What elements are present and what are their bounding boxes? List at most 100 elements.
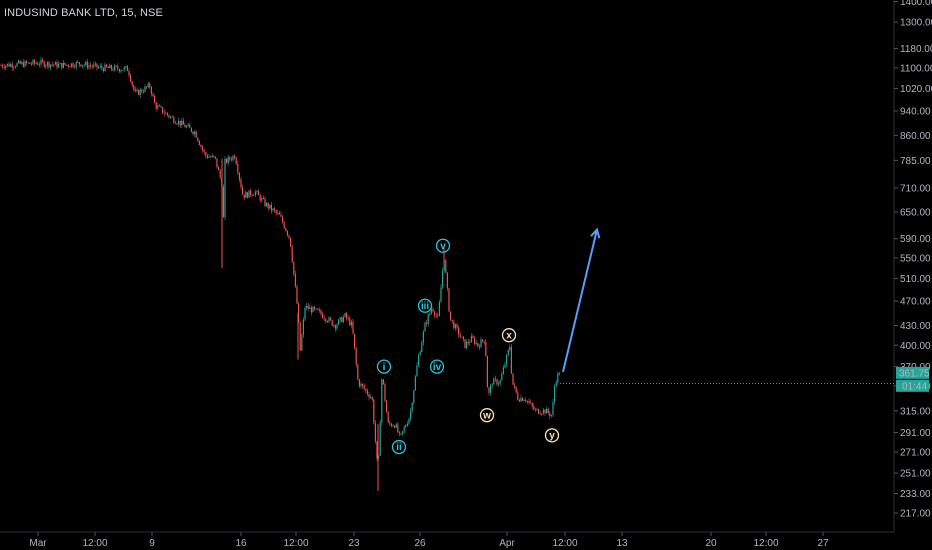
candle-body xyxy=(54,62,56,65)
candle-body xyxy=(10,64,12,67)
candle-body xyxy=(464,339,466,348)
candle-body xyxy=(203,149,205,153)
candle-body xyxy=(85,61,87,65)
candle-body xyxy=(222,186,224,218)
candle-body xyxy=(448,288,450,312)
candle-body xyxy=(88,65,90,68)
candle-body xyxy=(344,313,346,317)
candle-body xyxy=(386,400,388,413)
y-tick-label: 1400.00 xyxy=(900,0,932,8)
candle-body xyxy=(147,83,149,88)
candle-body xyxy=(368,394,370,398)
candle-body xyxy=(538,408,540,414)
candle-body xyxy=(374,423,376,442)
candle-body xyxy=(82,65,84,67)
candle-body xyxy=(299,321,301,351)
candle-body xyxy=(42,59,44,62)
candle-body xyxy=(218,167,220,171)
candle-body xyxy=(278,212,280,215)
candle-body xyxy=(458,327,460,335)
wave-label-iii: iii xyxy=(421,301,430,312)
candle-body xyxy=(150,87,152,94)
candle-body xyxy=(446,272,448,289)
candle-body xyxy=(410,410,412,419)
candle-body xyxy=(478,345,480,348)
candle-body xyxy=(152,93,154,96)
candle-body xyxy=(301,334,303,351)
candle-body xyxy=(395,424,397,428)
candle-body xyxy=(178,120,180,124)
candle-body xyxy=(224,158,226,218)
candle-body xyxy=(338,319,340,325)
candle-body xyxy=(358,379,360,386)
candle-body xyxy=(382,379,384,385)
candle-body xyxy=(306,305,308,308)
candle-body xyxy=(144,86,146,92)
candle-body xyxy=(102,68,104,72)
candle-body xyxy=(454,324,456,329)
candle-body xyxy=(269,204,271,209)
candle-body xyxy=(11,64,13,68)
candle-body xyxy=(66,64,68,66)
candle-body xyxy=(77,62,79,63)
wave-label-v: v xyxy=(440,241,446,252)
candle-body xyxy=(264,198,266,207)
candle-body xyxy=(86,61,88,68)
candle-body xyxy=(232,155,234,160)
candle-body xyxy=(112,69,114,71)
candle-body xyxy=(544,409,546,414)
candle-body xyxy=(406,423,408,426)
candle-body xyxy=(366,390,368,395)
candle-body xyxy=(29,62,31,64)
candle-body xyxy=(477,342,479,346)
candle-body xyxy=(6,63,8,66)
candle-body xyxy=(302,319,304,335)
wave-label-ii: ii xyxy=(396,442,402,453)
candle-body xyxy=(118,69,120,72)
candle-body xyxy=(146,86,148,88)
candle-body xyxy=(451,320,453,322)
candle-body xyxy=(48,62,50,68)
candle-body xyxy=(0,65,2,67)
candle-body xyxy=(550,414,552,416)
y-tick-label: 510.00 xyxy=(900,274,931,285)
candle-body xyxy=(466,341,468,348)
candle-body xyxy=(475,342,477,344)
candle-body xyxy=(259,194,261,201)
candle-body xyxy=(109,65,111,68)
candle-body xyxy=(184,124,186,128)
candle-body xyxy=(416,365,418,377)
candle-body xyxy=(189,124,191,128)
candle-body xyxy=(24,61,26,67)
x-tick-label: 26 xyxy=(414,538,426,549)
y-tick-label: 315.00 xyxy=(900,406,931,417)
candle-body xyxy=(261,198,263,201)
candle-body xyxy=(237,164,239,173)
candle-body xyxy=(134,89,136,92)
candle-body xyxy=(453,321,455,329)
candle-body xyxy=(365,389,367,391)
candle-body xyxy=(349,318,351,326)
candle-body xyxy=(398,432,400,434)
candle-body xyxy=(246,192,248,198)
candle-body xyxy=(426,322,428,324)
candle-body xyxy=(274,208,276,211)
candle-body xyxy=(133,85,135,90)
candle-body xyxy=(200,144,202,147)
candle-body xyxy=(456,324,458,328)
candle-body xyxy=(437,315,439,317)
candle-body xyxy=(2,65,4,67)
y-tick-label: 590.00 xyxy=(900,234,931,245)
candle-body xyxy=(18,60,20,64)
candle-body xyxy=(373,399,375,424)
candle-body xyxy=(435,315,437,317)
candle-body xyxy=(283,222,285,229)
candle-body xyxy=(486,356,488,388)
candle-body xyxy=(314,306,316,309)
candle-body xyxy=(330,317,332,320)
candle-body xyxy=(555,382,557,387)
candle-body xyxy=(432,309,434,312)
candle-body xyxy=(181,120,183,126)
candle-body xyxy=(534,409,536,411)
